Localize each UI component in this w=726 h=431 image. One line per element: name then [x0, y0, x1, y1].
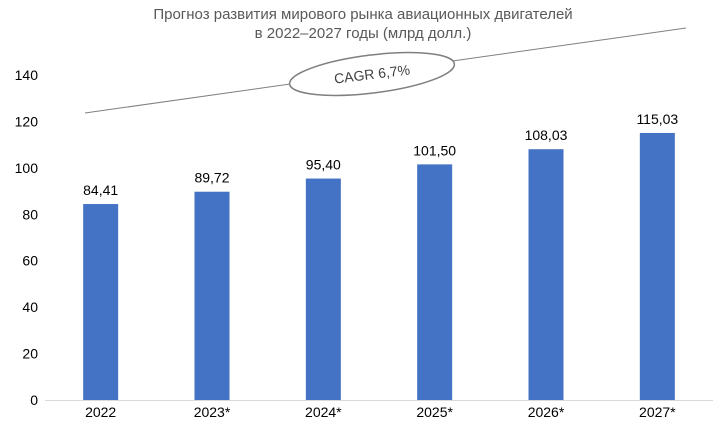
data-label: 101,50	[413, 142, 456, 158]
data-label: 84,41	[83, 182, 118, 198]
y-tick-label: 100	[15, 160, 39, 176]
bar	[194, 191, 230, 400]
bar	[305, 178, 341, 400]
bar	[639, 132, 675, 400]
bar-series	[83, 132, 675, 400]
x-tick-label: 2022	[85, 404, 116, 420]
x-tick-label: 2025*	[416, 404, 453, 420]
x-tick-label: 2024*	[305, 404, 342, 420]
y-tick-label: 80	[22, 206, 38, 222]
data-label: 89,72	[194, 170, 229, 186]
y-tick-label: 140	[15, 67, 39, 83]
bar	[417, 164, 453, 400]
data-label: 108,03	[525, 127, 568, 143]
x-tick-label: 2026*	[528, 404, 565, 420]
data-label: 115,03	[636, 111, 678, 127]
cagr-ellipse	[288, 51, 456, 97]
data-labels: 84,41 89,72 95,40 101,50 108,03 115,03	[83, 111, 678, 198]
chart-title-line-1: Прогноз развития мирового рынка авиацион…	[153, 6, 572, 23]
y-tick-label: 60	[22, 253, 38, 269]
x-axis: 2022 2023* 2024* 2025* 2026* 2027*	[45, 400, 713, 420]
x-tick-label: 2023*	[194, 404, 231, 420]
data-label: 95,40	[306, 157, 341, 173]
chart-title-line-2: в 2022–2027 годы (млрд долл.)	[255, 25, 472, 42]
y-tick-label: 120	[15, 113, 39, 129]
bar	[528, 149, 564, 400]
bar	[83, 204, 119, 400]
y-axis: 0 20 40 60 80 100 120 140	[15, 67, 39, 408]
cagr-annotation: CAGR 6,7%	[84, 27, 687, 114]
y-tick-label: 0	[30, 392, 38, 408]
x-tick-label: 2027*	[639, 404, 676, 420]
chart-title: Прогноз развития мирового рынка авиацион…	[153, 6, 572, 42]
y-tick-label: 20	[22, 346, 38, 362]
y-tick-label: 40	[22, 299, 38, 315]
